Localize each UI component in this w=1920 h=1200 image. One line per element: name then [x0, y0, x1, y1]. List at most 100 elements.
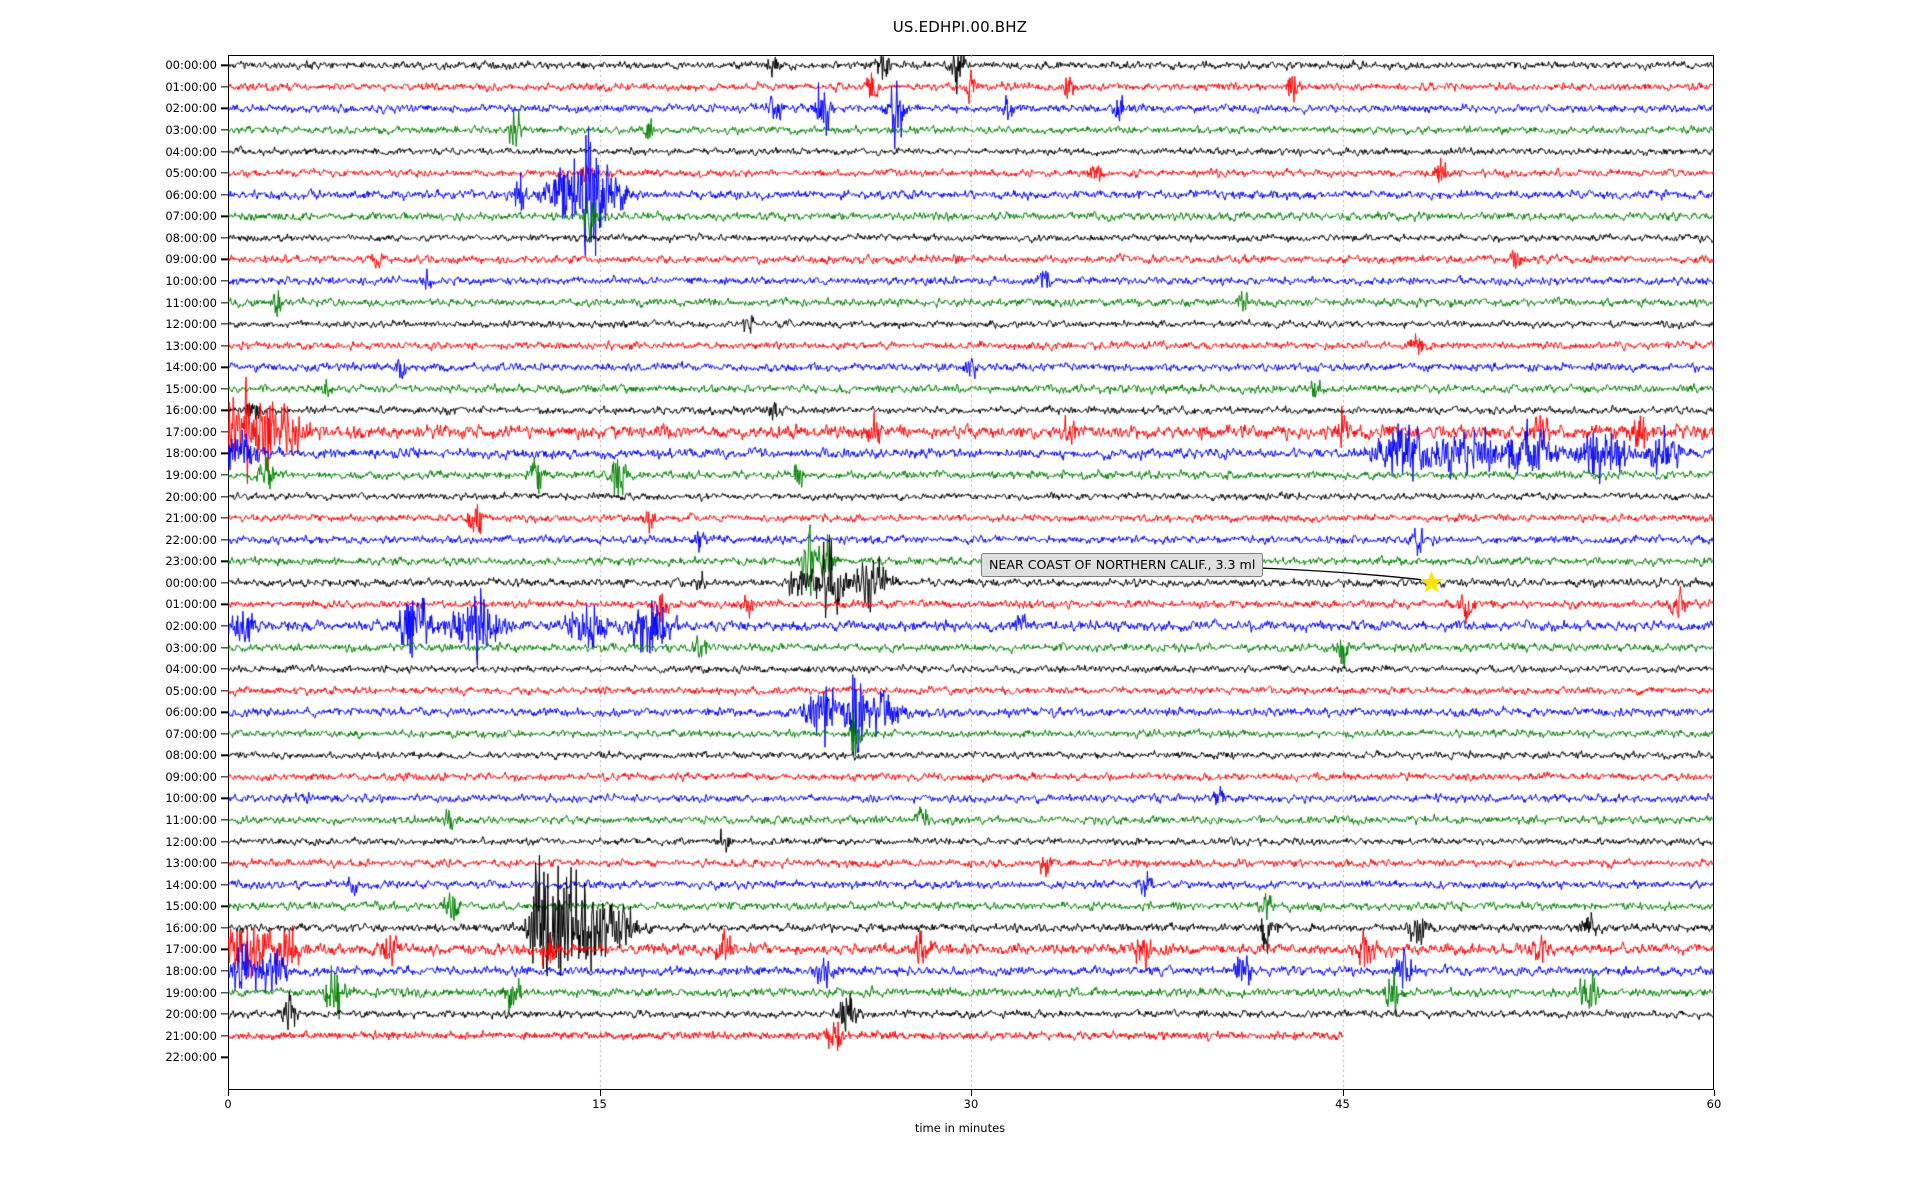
y-tick-mark	[221, 129, 228, 131]
y-tick-mark	[221, 172, 228, 174]
y-tick-label: 06:00:00	[165, 705, 217, 720]
y-tick-label: 03:00:00	[165, 123, 217, 138]
y-tick-label: 02:00:00	[165, 618, 217, 633]
y-tick-label: 00:00:00	[165, 58, 217, 73]
y-tick-mark	[221, 970, 228, 972]
y-tick-mark	[221, 345, 228, 347]
y-tick-label: 20:00:00	[165, 489, 217, 504]
y-tick-mark	[221, 194, 228, 196]
y-tick-label: 07:00:00	[165, 726, 217, 741]
y-tick-label: 22:00:00	[165, 1050, 217, 1065]
y-tick-label: 22:00:00	[165, 532, 217, 547]
x-tick-mark	[599, 1090, 601, 1096]
y-tick-mark	[221, 582, 228, 584]
y-tick-mark	[221, 690, 228, 692]
y-tick-mark	[221, 150, 228, 153]
y-tick-label: 14:00:00	[165, 360, 217, 375]
y-tick-label: 02:00:00	[165, 101, 217, 116]
y-tick-label: 01:00:00	[165, 79, 217, 94]
y-tick-mark	[221, 409, 228, 411]
y-tick-mark	[221, 948, 228, 951]
y-tick-label: 04:00:00	[165, 662, 217, 677]
y-tick-mark	[221, 603, 228, 606]
y-tick-mark	[221, 258, 228, 261]
x-tick-label: 15	[592, 1097, 607, 1111]
y-tick-label: 03:00:00	[165, 640, 217, 655]
y-tick-label: 21:00:00	[165, 511, 217, 526]
y-tick-label: 09:00:00	[165, 769, 217, 784]
y-tick-mark	[221, 754, 228, 756]
x-tick-label: 45	[1335, 1097, 1350, 1111]
y-tick-label: 13:00:00	[165, 338, 217, 353]
y-tick-mark	[221, 991, 228, 994]
y-tick-mark	[221, 215, 228, 217]
y-tick-mark	[221, 366, 228, 368]
y-tick-label: 17:00:00	[165, 942, 217, 957]
x-tick-mark	[1714, 1090, 1716, 1096]
y-tick-label: 01:00:00	[165, 597, 217, 612]
y-tick-mark	[221, 560, 228, 562]
y-tick-mark	[221, 1056, 228, 1058]
y-tick-mark	[221, 646, 228, 649]
y-tick-mark	[221, 539, 228, 541]
event-annotation-label: NEAR COAST OF NORTHERN CALIF., 3.3 ml	[981, 553, 1264, 577]
y-tick-label: 20:00:00	[165, 1007, 217, 1022]
y-tick-mark	[221, 884, 228, 886]
y-tick-mark	[221, 107, 228, 110]
y-tick-label: 10:00:00	[165, 791, 217, 806]
y-tick-mark	[221, 905, 228, 907]
page-title: US.EDHPI.00.BHZ	[892, 18, 1028, 36]
x-tick-label: 30	[963, 1097, 979, 1111]
y-tick-label: 21:00:00	[165, 1028, 217, 1043]
y-tick-mark	[221, 862, 228, 864]
y-tick-mark	[221, 1035, 228, 1037]
y-tick-mark	[221, 495, 228, 498]
y-tick-label: 13:00:00	[165, 856, 217, 871]
y-tick-mark	[221, 388, 228, 390]
y-tick-mark	[221, 323, 228, 325]
y-tick-mark	[221, 927, 228, 929]
y-tick-label: 12:00:00	[165, 834, 217, 849]
y-tick-mark	[221, 431, 228, 433]
y-tick-mark	[221, 797, 228, 800]
y-tick-label: 15:00:00	[165, 899, 217, 914]
y-tick-label: 17:00:00	[165, 424, 217, 439]
y-tick-label: 16:00:00	[165, 920, 217, 935]
y-tick-label: 05:00:00	[165, 683, 217, 698]
x-tick-label: 60	[1706, 1097, 1722, 1111]
x-axis-label: time in minutes	[914, 1121, 1006, 1135]
y-tick-mark	[221, 776, 228, 778]
y-tick-mark	[221, 64, 228, 66]
x-tick-mark	[971, 1090, 973, 1096]
y-tick-label: 11:00:00	[165, 813, 217, 828]
y-tick-label: 11:00:00	[165, 295, 217, 310]
y-tick-mark	[221, 625, 228, 627]
y-tick-label: 07:00:00	[165, 209, 217, 224]
y-tick-mark	[221, 819, 228, 821]
y-tick-label: 05:00:00	[165, 166, 217, 181]
y-tick-label: 04:00:00	[165, 144, 217, 159]
y-tick-label: 19:00:00	[165, 468, 217, 483]
y-tick-label: 00:00:00	[165, 575, 217, 590]
y-tick-label: 12:00:00	[165, 317, 217, 332]
y-tick-mark	[221, 840, 228, 843]
x-tick-mark	[228, 1090, 230, 1096]
y-tick-label: 18:00:00	[165, 446, 217, 461]
y-tick-label: 18:00:00	[165, 963, 217, 978]
x-tick-mark	[1342, 1090, 1344, 1096]
y-tick-mark	[221, 474, 228, 476]
y-tick-label: 15:00:00	[165, 381, 217, 396]
y-tick-label: 16:00:00	[165, 403, 217, 418]
y-tick-mark	[221, 237, 228, 239]
y-tick-mark	[221, 280, 228, 282]
y-tick-label: 23:00:00	[165, 554, 217, 569]
y-tick-mark	[221, 301, 228, 304]
y-tick-label: 10:00:00	[165, 273, 217, 288]
y-tick-mark	[221, 1013, 228, 1015]
y-tick-label: 06:00:00	[165, 187, 217, 202]
y-tick-label: 08:00:00	[165, 230, 217, 245]
y-tick-mark	[221, 517, 228, 519]
y-tick-label: 19:00:00	[165, 985, 217, 1000]
y-tick-label: 14:00:00	[165, 877, 217, 892]
